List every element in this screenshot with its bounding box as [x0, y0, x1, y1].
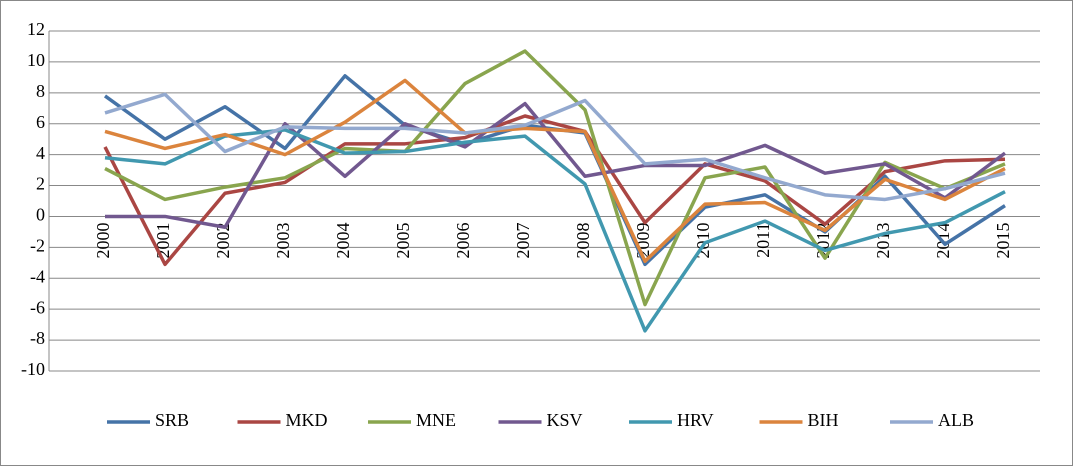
- y-tick-label: 10: [27, 50, 45, 70]
- legend-label: MNE: [416, 410, 456, 430]
- series-line: [104, 78, 1006, 264]
- legend-label: KSV: [547, 410, 583, 430]
- x-tick-label: 2006: [453, 222, 473, 258]
- y-tick-label: 0: [36, 205, 45, 225]
- legend-label: ALB: [938, 410, 974, 430]
- x-tick-label: 2015: [993, 222, 1013, 258]
- y-tick-label: 2: [36, 174, 45, 194]
- x-tick-label: 2005: [393, 222, 413, 258]
- x-tick-label: 2007: [513, 222, 533, 258]
- y-tick-label: 6: [36, 112, 45, 132]
- y-tick-label: -6: [30, 297, 45, 317]
- y-tick-label: -8: [30, 328, 45, 348]
- series-line: [104, 49, 1006, 307]
- series-line: [104, 92, 1006, 202]
- x-tick-label: 2008: [573, 222, 593, 258]
- x-tick-label: 2013: [873, 222, 893, 258]
- x-tick-label: 2002: [213, 222, 233, 258]
- y-tick-label: -4: [30, 266, 45, 286]
- x-tick-label: 2011: [753, 222, 773, 257]
- legend-label: BIH: [808, 410, 839, 430]
- x-tick-label: 2004: [333, 222, 353, 258]
- y-tick-label: -2: [30, 235, 45, 255]
- series-line: [105, 101, 1007, 230]
- legend-label: MKD: [286, 410, 328, 430]
- legend-label: SRB: [155, 410, 189, 430]
- series-line: [104, 128, 1006, 333]
- x-tick-label: 2003: [273, 222, 293, 258]
- legend-label: HRV: [677, 410, 714, 430]
- x-tick-label: 2001: [153, 222, 173, 258]
- y-tick-label: 4: [36, 143, 45, 163]
- y-tick-label: 8: [36, 81, 45, 101]
- x-tick-label: 2000: [93, 222, 113, 258]
- y-tick-label: -10: [21, 359, 45, 379]
- x-tick-label: 2010: [693, 222, 713, 258]
- y-tick-label: 12: [27, 19, 45, 39]
